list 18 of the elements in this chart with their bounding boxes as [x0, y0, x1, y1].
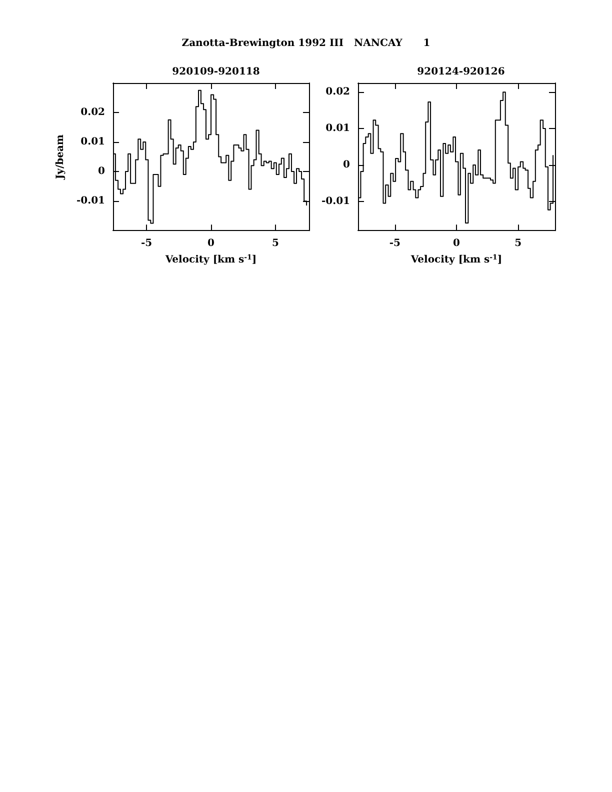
y-tick-label: -0.01	[76, 196, 105, 207]
x-tick-label: -5	[140, 238, 152, 250]
chart-title: 920124-920126	[417, 66, 505, 78]
y-tick-label: -0.01	[321, 196, 350, 207]
x-tick-label: 0	[453, 238, 460, 250]
y-tick-label: 0	[343, 160, 350, 170]
y-axis-title: Jy/beam	[55, 134, 66, 180]
text: Zanotta-Brewington 1992 III NANCAY 1	[182, 38, 430, 49]
x-tick-label: -5	[389, 238, 401, 250]
y-tick-label: 0.02	[80, 107, 106, 118]
x-tick-label: 0	[208, 238, 215, 250]
x-tick-label: 5	[272, 238, 279, 250]
chart-title: 920109-920118	[172, 66, 260, 78]
y-tick-label: 0.01	[80, 136, 105, 148]
x-tick-label: 5	[514, 238, 522, 250]
y-tick-label: 0	[98, 166, 106, 178]
y-tick-label: 0.02	[326, 86, 350, 98]
y-tick-label: 0.01	[326, 123, 350, 134]
